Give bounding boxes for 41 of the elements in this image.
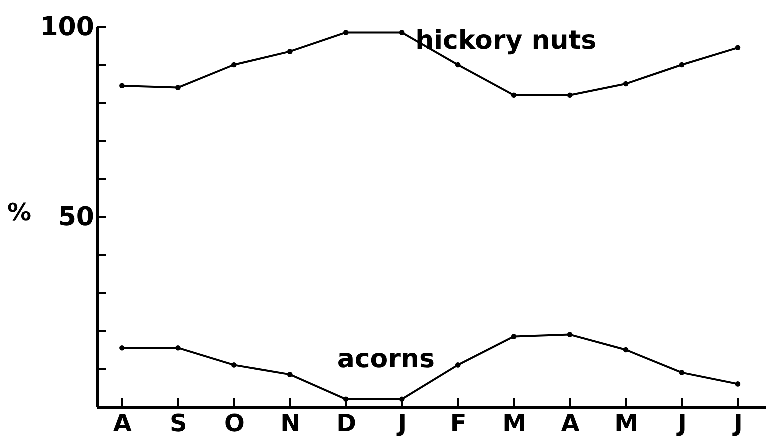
point	[511, 92, 517, 98]
series-label: acorns	[337, 344, 435, 374]
point	[176, 85, 181, 90]
x-tick-label: J	[732, 410, 743, 438]
point	[120, 345, 125, 351]
point	[567, 92, 573, 98]
x-tick-label: A	[561, 410, 580, 438]
x-tick-label: F	[450, 410, 467, 438]
point	[623, 347, 629, 353]
point	[232, 62, 237, 68]
point	[287, 49, 293, 54]
point	[343, 396, 349, 402]
x-tick-label: N	[280, 410, 301, 438]
point	[679, 370, 685, 376]
x-tick-label: A	[113, 410, 132, 438]
point	[679, 62, 685, 68]
x-tick-label: M	[614, 410, 638, 438]
point	[455, 62, 461, 68]
point	[735, 382, 741, 387]
point	[567, 332, 573, 338]
x-tick-label: J	[676, 410, 687, 438]
x-tick-label: M	[502, 410, 527, 438]
point	[511, 334, 517, 340]
point	[287, 372, 293, 378]
y-tick-label: 100	[40, 12, 94, 42]
point	[232, 362, 237, 368]
series-label: hickory nuts	[416, 26, 597, 56]
point	[399, 396, 405, 402]
y-tick-label: 50	[58, 202, 94, 232]
y-axis-title: %	[7, 198, 32, 226]
point	[735, 45, 741, 51]
point	[399, 30, 405, 36]
x-tick-label: O	[224, 410, 245, 438]
point	[343, 30, 349, 36]
point	[120, 83, 125, 89]
point	[176, 345, 181, 351]
x-tick-label: J	[396, 410, 408, 438]
point	[623, 81, 629, 87]
point	[455, 362, 461, 368]
x-tick-label: D	[336, 410, 357, 438]
x-tick-label: S	[170, 410, 188, 438]
